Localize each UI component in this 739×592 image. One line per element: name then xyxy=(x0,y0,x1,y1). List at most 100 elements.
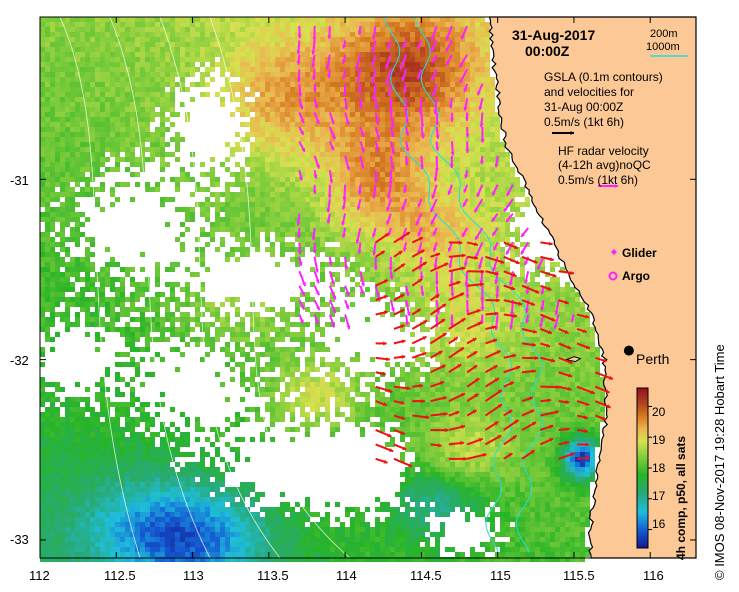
sst-cell xyxy=(545,327,550,332)
sst-cell xyxy=(455,72,460,77)
sst-cell xyxy=(360,212,365,217)
sst-cell xyxy=(270,142,275,147)
sst-cell xyxy=(590,332,595,337)
sst-cell xyxy=(270,322,275,327)
sst-cell xyxy=(345,152,350,157)
sst-cell xyxy=(350,27,355,32)
sst-cell xyxy=(535,317,540,322)
sst-cell xyxy=(85,192,90,197)
sst-cell xyxy=(70,77,75,82)
sst-cell xyxy=(375,277,380,282)
sst-cell xyxy=(440,172,445,177)
sst-cell xyxy=(145,347,150,352)
sst-cell xyxy=(220,57,225,62)
sst-cell xyxy=(335,17,340,22)
sst-cell xyxy=(370,182,375,187)
sst-cell xyxy=(370,207,375,212)
sst-cell xyxy=(150,27,155,32)
sst-cell xyxy=(470,172,475,177)
sst-cell xyxy=(275,82,280,87)
sst-cell xyxy=(410,107,415,112)
sst-cell xyxy=(245,202,250,207)
sst-cell xyxy=(115,147,120,152)
sst-cell xyxy=(550,277,555,282)
sst-cell xyxy=(335,122,340,127)
sst-cell xyxy=(305,162,310,167)
sst-cell xyxy=(80,292,85,297)
sst-cell xyxy=(270,77,275,82)
sst-cell xyxy=(235,82,240,87)
sst-cell xyxy=(50,247,55,252)
sst-cell xyxy=(465,137,470,142)
sst-cell xyxy=(255,97,260,102)
sst-cell xyxy=(310,47,315,52)
sst-cell xyxy=(425,237,430,242)
sst-cell xyxy=(95,147,100,152)
sst-cell xyxy=(430,27,435,32)
sst-cell xyxy=(350,72,355,77)
sst-cell xyxy=(235,72,240,77)
sst-cell xyxy=(210,67,215,72)
sst-cell xyxy=(445,302,450,307)
sst-cell xyxy=(120,137,125,142)
sst-cell xyxy=(85,262,90,267)
sst-cell xyxy=(450,337,455,342)
sst-cell xyxy=(50,42,55,47)
sst-cell xyxy=(90,52,95,57)
sst-cell xyxy=(345,222,350,227)
sst-cell xyxy=(445,342,450,347)
sst-cell xyxy=(365,267,370,272)
sst-cell xyxy=(145,307,150,312)
sst-cell xyxy=(435,152,440,157)
sst-cell xyxy=(95,42,100,47)
sst-cell xyxy=(330,252,335,257)
sst-cell xyxy=(470,217,475,222)
sst-cell xyxy=(410,22,415,27)
sst-cell xyxy=(415,127,420,132)
sst-cell xyxy=(355,247,360,252)
sst-cell xyxy=(55,182,60,187)
sst-cell xyxy=(335,257,340,262)
sst-cell xyxy=(495,187,500,192)
sst-cell xyxy=(465,222,470,227)
sst-cell xyxy=(65,262,70,267)
sst-cell xyxy=(235,182,240,187)
sst-cell xyxy=(55,72,60,77)
sst-cell xyxy=(50,57,55,62)
sst-cell xyxy=(300,202,305,207)
sst-cell xyxy=(95,117,100,122)
sst-cell xyxy=(165,317,170,322)
sst-cell xyxy=(295,147,300,152)
sst-cell xyxy=(290,102,295,107)
sst-cell xyxy=(105,77,110,82)
sst-cell xyxy=(215,337,220,342)
sst-cell xyxy=(230,252,235,257)
sst-cell xyxy=(80,212,85,217)
sst-cell xyxy=(135,122,140,127)
sst-cell xyxy=(220,67,225,72)
sst-cell xyxy=(300,327,305,332)
sst-cell xyxy=(130,27,135,32)
sst-cell xyxy=(375,227,380,232)
sst-cell xyxy=(65,77,70,82)
sst-cell xyxy=(410,272,415,277)
sst-cell xyxy=(480,107,485,112)
sst-cell xyxy=(380,37,385,42)
sst-cell xyxy=(90,67,95,72)
sst-cell xyxy=(115,22,120,27)
sst-cell xyxy=(415,227,420,232)
sst-cell xyxy=(100,142,105,147)
sst-cell xyxy=(225,207,230,212)
sst-cell xyxy=(205,232,210,237)
sst-cell xyxy=(395,87,400,92)
sst-cell xyxy=(345,47,350,52)
sst-cell xyxy=(330,62,335,67)
sst-cell xyxy=(310,87,315,92)
sst-cell xyxy=(485,167,490,172)
sst-cell xyxy=(475,312,480,317)
sst-cell xyxy=(490,177,495,182)
sst-cell xyxy=(260,122,265,127)
sst-cell xyxy=(370,147,375,152)
sst-cell xyxy=(280,217,285,222)
sst-cell xyxy=(420,327,425,332)
